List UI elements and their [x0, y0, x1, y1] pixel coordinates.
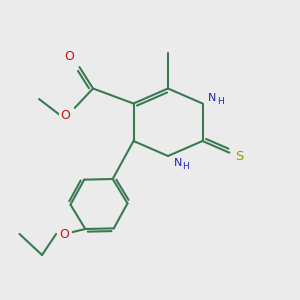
Text: H: H [183, 162, 189, 171]
Text: O: O [61, 109, 70, 122]
Text: O: O [65, 50, 74, 64]
Text: N: N [173, 158, 182, 168]
Text: H: H [217, 98, 224, 106]
Text: N: N [208, 93, 216, 103]
Text: S: S [235, 149, 244, 163]
Text: O: O [60, 227, 69, 241]
